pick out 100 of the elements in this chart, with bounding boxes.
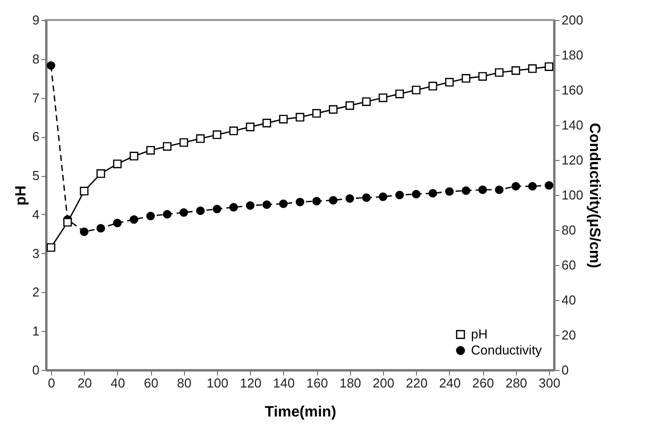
point [229,202,238,212]
point [544,181,554,190]
y-tick-label: 6 [32,129,40,144]
point [362,193,371,202]
point [279,199,288,208]
point [146,146,155,155]
y2-tick-label: 180 [562,48,584,62]
x-tick-label: 100 [206,376,228,390]
x-tick-label: 260 [472,376,494,390]
point [428,82,438,90]
point [113,218,122,228]
x-tick-label: 0 [48,376,56,390]
point [328,196,338,205]
point [46,61,56,70]
point [46,243,56,252]
y-tick-label: 2 [32,284,40,300]
y2-tick-label: 160 [562,82,584,98]
x-tick-label: 300 [538,376,560,390]
point [130,152,138,160]
point [262,200,272,209]
point [494,185,504,194]
point [512,182,520,191]
point [528,182,537,191]
y2-tick-label: 0 [562,362,569,378]
x-tick-label: 200 [372,376,394,390]
point [246,201,255,210]
point [80,186,88,196]
point [395,190,404,200]
y2-tick-label: 120 [562,152,584,168]
point [412,190,421,198]
point [378,93,388,102]
y2-tick-label: 100 [562,188,584,202]
point [378,192,388,202]
x-tick-label: 20 [77,376,92,390]
point [345,194,354,203]
point [478,185,487,194]
y2-tick-label: 200 [562,12,584,28]
x-tick-label: 60 [144,376,158,390]
x-tick-label: 240 [439,376,461,390]
point [528,64,537,73]
y2-axis-title: Conductivity(µS/cm) [586,122,604,268]
x-tick-label: 140 [273,376,295,390]
point [462,74,470,83]
y2-tick-label: 60 [562,258,576,272]
point [428,188,438,198]
y-tick-label: 1 [32,324,40,339]
y-tick-label: 0 [32,362,40,378]
point [196,134,205,143]
point [229,126,238,136]
point [146,212,155,220]
point [296,198,304,206]
point [345,101,354,110]
point [162,210,172,219]
x-axis-title: Time(min) [264,404,336,420]
x-tick-label: 180 [339,376,362,390]
x-tick-label: 120 [240,376,262,390]
y-tick-label: 3 [32,246,40,261]
point [478,72,487,81]
point [494,68,504,77]
point [113,160,122,168]
point [412,86,421,94]
y2-tick-label: 80 [562,222,576,238]
point [395,90,404,98]
x-tick-label: 160 [306,376,328,390]
point [544,62,554,71]
point [96,169,106,178]
point [445,78,454,87]
y-tick-label: 4 [32,206,40,222]
y2-tick-label: 140 [562,118,584,132]
y2-tick-label: 20 [562,328,576,342]
point [462,186,470,195]
point [179,208,188,217]
point [80,227,88,236]
point [262,118,272,128]
point [162,142,172,151]
point [246,122,255,132]
point [312,109,321,118]
y-tick-label: 7 [32,90,40,106]
point [296,112,304,122]
point [212,130,222,140]
point [328,105,338,114]
x-tick-label: 80 [177,376,192,390]
point [279,114,288,124]
point [362,97,371,106]
point [63,218,72,227]
y2-tick-label: 40 [562,292,576,308]
x-tick-label: 40 [110,376,126,390]
point [445,187,454,196]
y-tick-label: 9 [32,12,40,28]
y-tick-label: 5 [32,168,40,184]
legend-label: Conductivity [471,342,542,358]
x-tick-label: 280 [505,376,528,390]
point [179,138,188,147]
point [130,215,138,224]
point [196,206,205,216]
point [96,224,106,233]
legend-label: pH [471,326,488,342]
point [312,196,321,206]
y-tick-label: 8 [32,51,40,66]
point [512,66,520,75]
